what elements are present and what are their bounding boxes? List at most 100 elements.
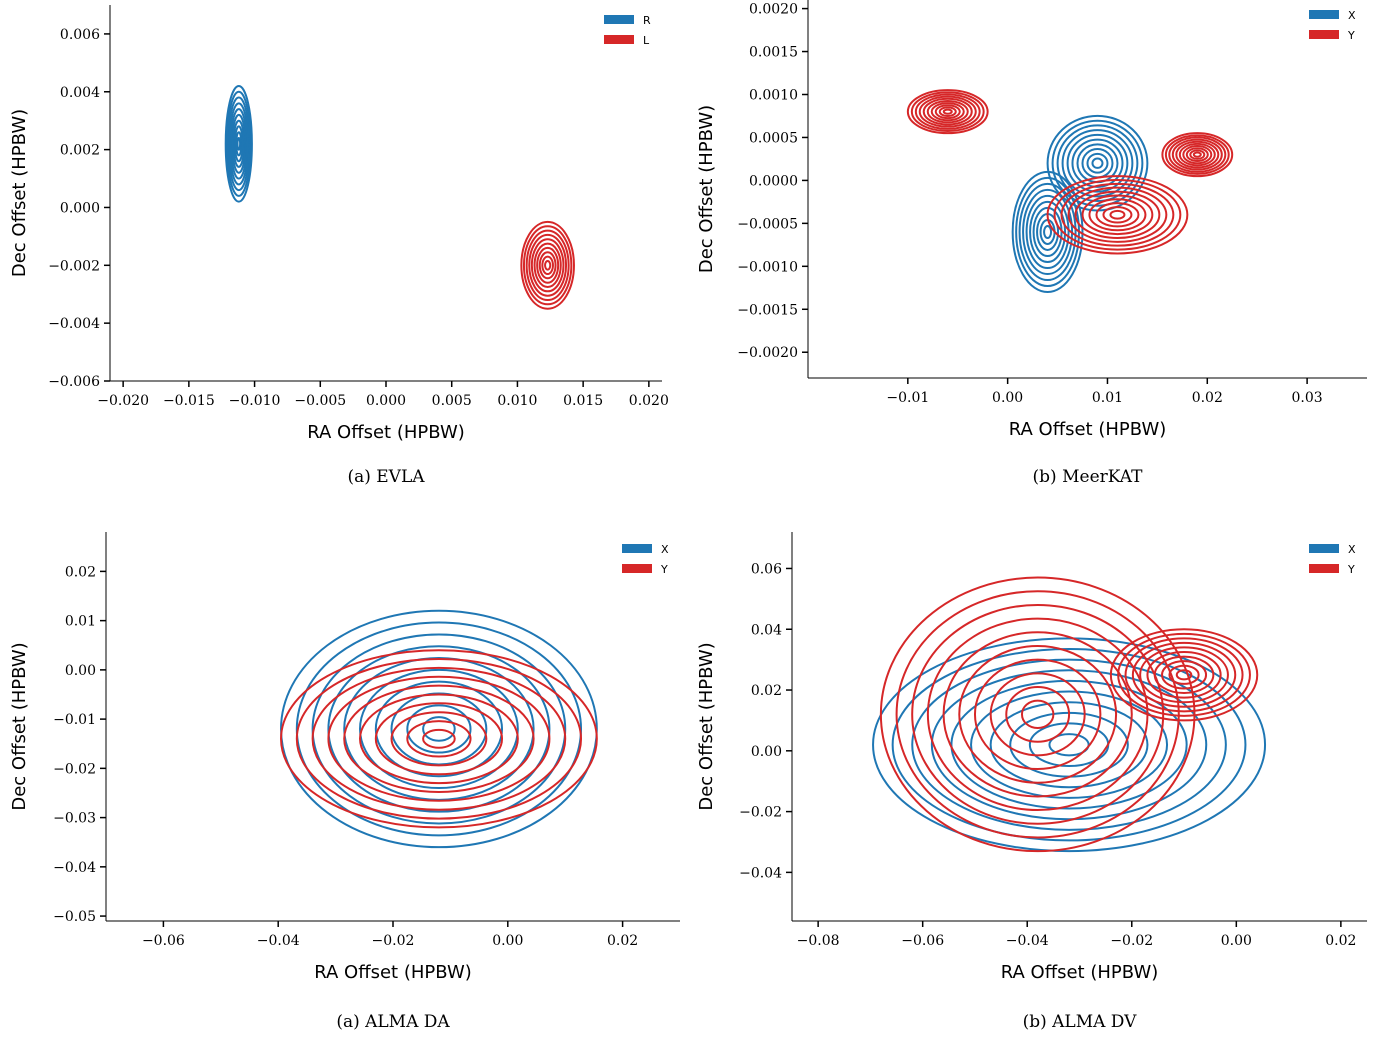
contour-X-0-1 <box>422 716 456 742</box>
y-tick-label: −0.02 <box>53 761 96 777</box>
contour-L-0-8 <box>525 229 570 302</box>
y-tick-label: −0.004 <box>48 316 100 332</box>
contour-X-0-2 <box>1039 218 1056 245</box>
y-tick: 0.006 <box>60 27 110 43</box>
contour-L-0-9 <box>522 225 573 306</box>
y-tick-label: −0.0015 <box>737 302 798 318</box>
y-tick: −0.0020 <box>737 345 808 361</box>
y-tick: −0.006 <box>48 374 110 390</box>
x-tick: −0.02 <box>1110 921 1153 949</box>
y-tick: −0.03 <box>53 811 106 827</box>
y-tick: 0.01 <box>65 614 106 630</box>
y-tick: −0.0005 <box>737 216 808 232</box>
x-tick-label: 0.01 <box>1092 390 1123 406</box>
contour-X-0-5 <box>970 690 1169 799</box>
y-tick-label: −0.002 <box>48 258 100 274</box>
contour-X-0-10 <box>872 637 1267 853</box>
x-tick: −0.06 <box>901 921 944 949</box>
y-tick: 0.0015 <box>749 45 808 61</box>
y-tick: −0.004 <box>48 316 110 332</box>
contour-Y-1-8 <box>914 93 981 130</box>
series-Y <box>879 576 1259 853</box>
x-tick: −0.01 <box>886 378 929 406</box>
x-tick: −0.04 <box>257 921 300 949</box>
x-tick: −0.04 <box>1006 921 1049 949</box>
contour-R-0-1 <box>236 137 242 151</box>
legend-swatch-Y <box>1309 564 1339 573</box>
contour-Y-0-3 <box>989 672 1086 757</box>
x-tick: −0.020 <box>97 381 149 409</box>
contour-Y-0-4 <box>973 658 1102 771</box>
y-tick-label: 0.006 <box>60 27 100 43</box>
contour-Y-2-5 <box>1178 142 1216 167</box>
contour-R-0-9 <box>226 90 252 197</box>
contour-L-0-6 <box>530 238 565 293</box>
contour-Y-2-6 <box>1175 140 1220 169</box>
contour-X-0-9 <box>891 648 1247 842</box>
contour-Y-2-7 <box>1171 138 1223 171</box>
x-axis-label: RA Offset (HPBW) <box>314 962 472 983</box>
y-tick: −0.01 <box>53 712 106 728</box>
series-X <box>872 637 1267 853</box>
y-tick: −0.0010 <box>737 259 808 275</box>
contour-Y-0-8 <box>311 666 567 811</box>
contour-L-0-4 <box>536 246 560 284</box>
y-tick: −0.05 <box>53 909 106 925</box>
legend-swatch-Y <box>622 564 652 573</box>
contour-Y-0-1 <box>1020 699 1055 730</box>
legend-label-Y: Y <box>1347 563 1355 576</box>
contour-Y-1-6 <box>1139 646 1229 704</box>
y-tick-label: 0.000 <box>60 200 100 216</box>
y-tick: 0.0005 <box>749 130 808 146</box>
y-axis-label: Dec Offset (HPBW) <box>9 109 30 277</box>
panel-1: −0.020 −0.015 −0.010 −0.005 0.000 0.005 0.010 0… <box>9 5 669 487</box>
contour-L-0-5 <box>533 242 562 289</box>
contour-X-0-6 <box>950 679 1188 810</box>
contour-X-1-7 <box>1061 129 1134 198</box>
y-tick-label: 0.00 <box>65 663 96 679</box>
contour-Y-2-1 <box>1192 151 1202 158</box>
contour-L-0-3 <box>538 251 557 280</box>
y-tick-label: −0.006 <box>48 374 100 390</box>
y-tick: 0.000 <box>60 200 110 216</box>
contour-Y-0-2 <box>1005 685 1071 743</box>
contour-R-0-4 <box>232 119 246 168</box>
y-tick-label: 0.0020 <box>749 2 798 18</box>
legend: XY <box>1309 9 1356 42</box>
legend-swatch-L <box>604 35 634 44</box>
x-tick-label: 0.03 <box>1292 390 1323 406</box>
y-tick: 0.004 <box>60 85 110 101</box>
legend-label-X: X <box>661 543 669 556</box>
y-tick-label: −0.0010 <box>737 259 798 275</box>
y-tick: 0.02 <box>65 564 106 580</box>
x-axis-label: RA Offset (HPBW) <box>1009 419 1167 440</box>
contour-R-0-5 <box>231 113 247 174</box>
x-tick-label: 0.02 <box>607 933 638 949</box>
y-tick-label: 0.00 <box>751 744 782 760</box>
legend-swatch-X <box>622 544 652 553</box>
contour-Y-0-7 <box>327 675 551 802</box>
x-tick: −0.005 <box>294 381 346 409</box>
y-tick: −0.04 <box>739 865 792 881</box>
x-tick: 0.005 <box>432 381 472 409</box>
x-tick-label: 0.010 <box>497 393 537 409</box>
contour-R-0-8 <box>227 96 251 192</box>
contour-Y-0-2 <box>406 720 472 758</box>
contour-X-1-2 <box>1086 152 1109 174</box>
contour-Y-0-5 <box>958 644 1118 784</box>
y-tick-label: 0.0005 <box>749 130 798 146</box>
x-tick: 0.00 <box>492 921 523 949</box>
x-tick: 0.00 <box>1221 921 1252 949</box>
contour-X-1-9 <box>1051 119 1144 207</box>
series-L <box>520 220 575 310</box>
contour-Y-2-9 <box>1164 134 1230 175</box>
contour-Y-1-3 <box>1161 660 1208 690</box>
contour-Y-2-4 <box>1182 145 1213 165</box>
contour-L-0-7 <box>528 233 568 297</box>
contour-L-0-2 <box>541 255 554 276</box>
y-tick: −0.02 <box>53 761 106 777</box>
contour-Y-1-10 <box>906 89 989 135</box>
contour-Y-1-6 <box>922 97 973 126</box>
contour-X-0-5 <box>359 668 519 790</box>
contour-X-0-7 <box>930 669 1208 821</box>
